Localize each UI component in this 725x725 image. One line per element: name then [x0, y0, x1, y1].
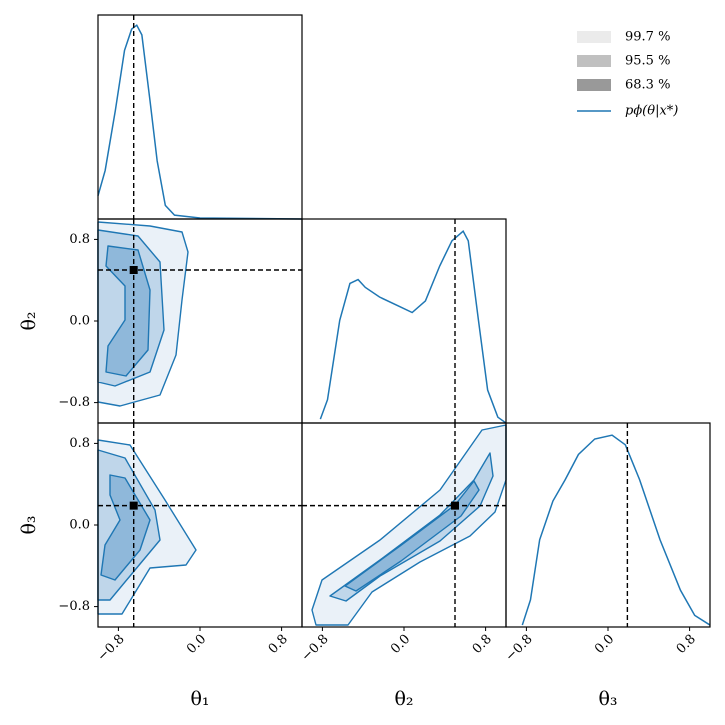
- legend: 99.7 % 95.5 % 68.3 % pϕ(θ|x*): [577, 30, 678, 119]
- y-axis-label: θ₃: [18, 515, 40, 534]
- density-curve: [97, 24, 303, 220]
- x-axis-label: θ₃: [598, 688, 617, 710]
- legend-swatch: [577, 79, 611, 91]
- x-tick-label: −0.8: [299, 632, 332, 665]
- contour-inner: [105, 245, 151, 377]
- density-curve: [319, 229, 507, 424]
- panel-frame: [505, 422, 711, 628]
- legend-label: 95.5 %: [625, 54, 670, 69]
- y-tick-label: −0.8: [58, 599, 90, 614]
- y-tick-label: 0.0: [69, 314, 90, 329]
- x-tick-label: 0.8: [470, 632, 495, 657]
- legend-swatch: [577, 55, 611, 67]
- contours: [97, 221, 507, 626]
- contour-inner: [344, 480, 480, 592]
- true-value-marker: [129, 266, 138, 274]
- y-tick-label: 0.0: [69, 518, 90, 533]
- x-tick-label: 0.8: [266, 632, 291, 657]
- contour-inner: [100, 474, 151, 581]
- density-curve: [521, 434, 711, 626]
- x-axis-label: θ₁: [190, 688, 209, 710]
- y-tick-label: −0.8: [58, 395, 90, 410]
- x-tick-label: 0.8: [674, 632, 699, 657]
- x-tick-label: −0.8: [95, 632, 128, 665]
- legend-label: pϕ(θ|x*): [625, 104, 678, 119]
- true-value-marker: [129, 501, 138, 510]
- x-tick-label: 0.0: [184, 632, 209, 657]
- y-tick-label: 0.8: [69, 232, 90, 247]
- legend-swatch: [577, 31, 611, 43]
- legend-label: 68.3 %: [625, 78, 670, 93]
- x-tick-label: 0.0: [388, 632, 413, 657]
- x-axis-label: θ₂: [394, 688, 413, 710]
- panel-frame: [97, 14, 303, 220]
- y-tick-label: 0.8: [69, 436, 90, 451]
- y-axis-label: θ₂: [18, 311, 40, 330]
- true-value-marker: [451, 501, 459, 510]
- x-tick-label: 0.0: [592, 632, 617, 657]
- panel-frame: [301, 218, 507, 424]
- x-tick-label: −0.8: [503, 632, 536, 665]
- legend-label: 99.7 %: [625, 30, 670, 45]
